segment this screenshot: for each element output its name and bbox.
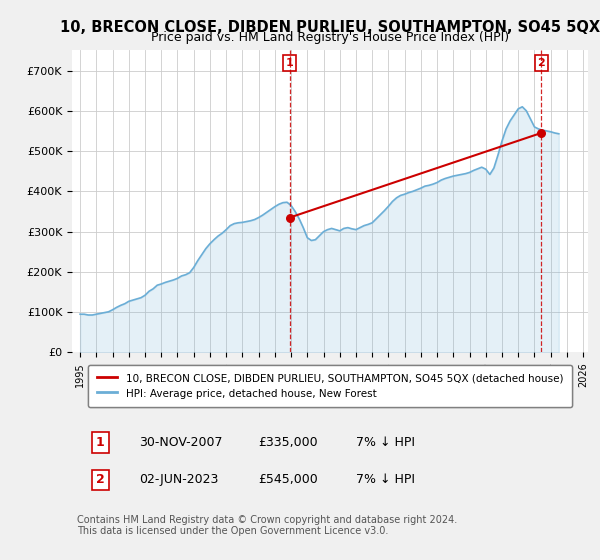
Text: £335,000: £335,000 [258,436,317,449]
Text: 7% ↓ HPI: 7% ↓ HPI [356,473,415,486]
Text: Contains HM Land Registry data © Crown copyright and database right 2024.
This d: Contains HM Land Registry data © Crown c… [77,515,457,536]
Text: 2: 2 [96,473,105,486]
Legend: 10, BRECON CLOSE, DIBDEN PURLIEU, SOUTHAMPTON, SO45 5QX (detached house), HPI: A: 10, BRECON CLOSE, DIBDEN PURLIEU, SOUTHA… [88,365,572,407]
Text: 30-NOV-2007: 30-NOV-2007 [139,436,223,449]
Text: 1: 1 [286,58,293,68]
Text: £545,000: £545,000 [258,473,317,486]
Point [285,213,295,222]
Text: 02-JUN-2023: 02-JUN-2023 [139,473,218,486]
Text: 10, BRECON CLOSE, DIBDEN PURLIEU, SOUTHAMPTON, SO45 5QX: 10, BRECON CLOSE, DIBDEN PURLIEU, SOUTHA… [60,20,600,35]
Text: Price paid vs. HM Land Registry's House Price Index (HPI): Price paid vs. HM Land Registry's House … [151,31,509,44]
Text: 1: 1 [96,436,105,449]
Point [536,128,546,137]
Text: 7% ↓ HPI: 7% ↓ HPI [356,436,415,449]
Text: 2: 2 [538,58,545,68]
